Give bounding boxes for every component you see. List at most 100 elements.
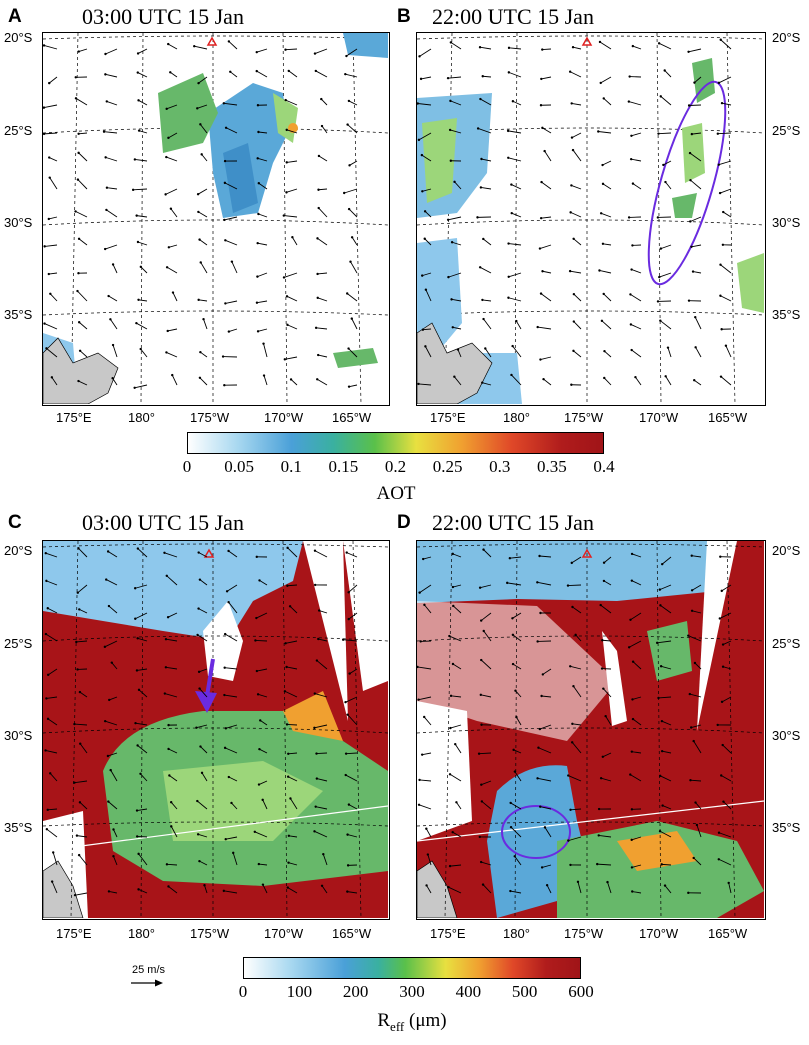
reff-tick-label: 400 [455, 982, 482, 1001]
wind-vector-head [199, 350, 202, 354]
lat-label-a-35: 35°S [4, 307, 33, 322]
wind-vector-head [49, 772, 52, 775]
wind-vector-head [112, 828, 115, 831]
wind-vector [603, 98, 612, 106]
wind-vector [631, 553, 642, 558]
wind-vector-head [43, 106, 46, 109]
cloud-gap [602, 631, 627, 726]
wind-vector [480, 659, 492, 670]
wind-vector [667, 347, 672, 358]
wind-vector-head [196, 107, 199, 110]
wind-vector [75, 210, 88, 218]
wind-vector-head [720, 101, 724, 105]
wind-vector-head [255, 301, 259, 304]
wind-vector [418, 696, 432, 701]
wind-vector-head [446, 76, 450, 80]
lat-label-d-25: 25°S [772, 636, 801, 651]
wind-vector-head [419, 77, 423, 81]
wind-vector-head [232, 851, 235, 855]
wind-vector [77, 290, 88, 302]
wind-vector-head [721, 243, 725, 246]
wind-vector [166, 104, 178, 110]
wind-vector [480, 187, 492, 190]
wind-vector-head [627, 100, 631, 103]
wind-vector-head [139, 772, 142, 776]
wind-vector [509, 556, 522, 559]
lon-label-d-175w: 175°W [564, 926, 604, 941]
wind-vector-head [660, 863, 663, 866]
wind-vector-head [320, 124, 324, 128]
wind-vector-head [568, 269, 572, 273]
lon-label-b-170w: 170°W [639, 410, 679, 425]
wind-vector-head [425, 884, 428, 887]
wind-vector [165, 666, 178, 670]
wind-vector [718, 858, 732, 866]
wind-vector [79, 743, 88, 754]
wind-vector [167, 328, 178, 332]
wind-vector-head [73, 893, 77, 897]
wind-vector [719, 188, 732, 194]
wind-vector-head [256, 693, 260, 696]
wind-vector [111, 662, 118, 670]
wind-vector [351, 318, 358, 330]
wind-vector-head [196, 193, 200, 196]
wind-vector-head [344, 773, 347, 777]
wind-vector-head [450, 298, 453, 301]
wind-vector-head [43, 245, 46, 248]
wind-vector-head [634, 375, 637, 379]
wind-vector [345, 73, 358, 78]
wind-vector-head [537, 746, 540, 749]
wind-vector [199, 239, 208, 246]
wind-vector [345, 774, 358, 782]
wind-vector-head [630, 866, 634, 869]
wind-vector [450, 42, 462, 50]
wind-vector-head [317, 637, 320, 641]
wind-vector-head [315, 752, 318, 755]
wind-vector [322, 854, 328, 866]
wind-vector [136, 322, 148, 330]
wind-vector-head [631, 717, 635, 721]
wind-vector-head [630, 348, 633, 352]
wind-vector [134, 384, 148, 389]
lon-label-b-175w: 175°W [564, 410, 604, 425]
wind-vector [109, 696, 118, 701]
wind-vector-head [510, 183, 513, 186]
wind-vector [659, 272, 672, 278]
wind-vector [348, 384, 358, 388]
wind-vector-head [659, 774, 662, 778]
wind-vector [348, 348, 358, 358]
annotation-ellipse [647, 80, 727, 286]
wind-vector-head [423, 603, 426, 607]
wind-vector [571, 742, 582, 754]
wind-vector [691, 584, 702, 591]
wind-vector-head [717, 858, 720, 861]
wind-vector-head [163, 692, 167, 695]
wind-vector-head [261, 883, 265, 886]
wind-vector-head [314, 805, 317, 808]
wind-vector [319, 610, 328, 614]
wind-vector [196, 724, 208, 729]
wind-vector-head [322, 852, 325, 856]
wind-vector [720, 295, 732, 302]
wind-vector [315, 70, 328, 78]
wind-vector-head [425, 827, 428, 830]
wind-vector [257, 157, 268, 162]
wind-vector-head [76, 178, 80, 181]
wind-vector-head [629, 618, 632, 621]
wind-vector-head [258, 747, 261, 751]
wind-vector [660, 244, 672, 250]
mid-reff-edge [283, 691, 343, 741]
wind-vector-head [224, 239, 227, 242]
wind-vector [321, 125, 328, 134]
wind-vector-head [718, 617, 721, 620]
wind-vector [450, 100, 462, 106]
wind-vector [263, 343, 268, 358]
wind-vector-head [693, 81, 696, 84]
wind-vector-head [567, 839, 570, 842]
wind-vector-head [720, 774, 723, 777]
wind-vector-head [417, 665, 419, 669]
wind-vector-head [570, 102, 573, 105]
wind-vector [600, 604, 612, 614]
wind-vector-head [171, 373, 174, 377]
wind-vector-head [47, 217, 51, 221]
